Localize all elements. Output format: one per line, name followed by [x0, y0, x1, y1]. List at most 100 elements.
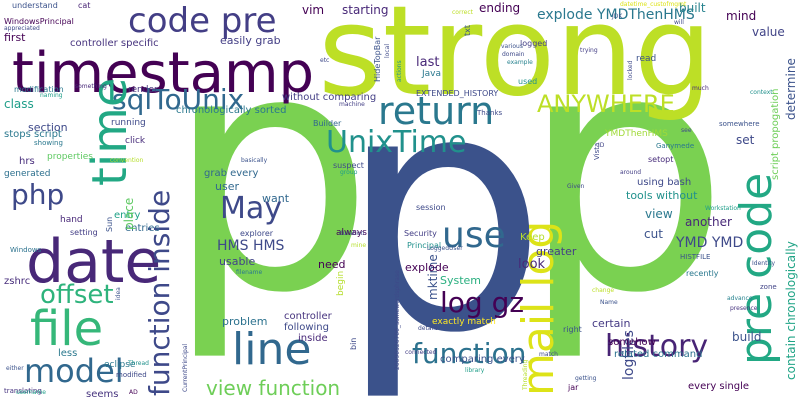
word: Security [404, 229, 437, 238]
word: render [128, 85, 158, 95]
word: group [340, 169, 358, 176]
word: showing [34, 139, 63, 147]
word: usable [219, 255, 256, 268]
word: somewhere [719, 120, 760, 128]
word: setting [70, 228, 98, 237]
word: YMDThenHMS [605, 129, 668, 139]
word: datetime_custofmgmt [620, 1, 687, 8]
word: starting [342, 3, 389, 17]
word: ANYWHERE [537, 90, 675, 118]
word: history [605, 329, 709, 364]
word: contain chronologically [784, 241, 798, 380]
word: JDK [612, 13, 623, 20]
word: connected [405, 349, 437, 356]
word: ending [479, 1, 521, 15]
word: inside [298, 333, 328, 344]
word: comparing every [440, 354, 525, 365]
word: Sun [105, 216, 114, 232]
word: Vista [593, 142, 601, 160]
word: date [26, 227, 162, 297]
word: hand [60, 215, 83, 225]
word: without comparing [282, 92, 377, 103]
word: place [122, 197, 136, 230]
word: hrs [19, 156, 35, 167]
word: log gz [440, 286, 525, 319]
word: build [732, 330, 762, 344]
word: p [520, 0, 730, 365]
word: strong [318, 0, 713, 124]
word: match [539, 351, 558, 358]
word: related command [614, 349, 703, 360]
word: ID [598, 142, 605, 149]
word: UnixTime [326, 125, 467, 160]
word: correct [452, 9, 474, 16]
word: controller specific [70, 38, 159, 49]
word: domain [502, 51, 525, 58]
word: explode YMDThenHMS [537, 7, 695, 23]
word: May [220, 191, 283, 226]
word: suspect [333, 161, 364, 170]
word: click [125, 136, 146, 146]
word: begin [336, 270, 346, 296]
word: cat [78, 1, 91, 10]
word: HideTopBar [373, 36, 382, 82]
word: first [4, 31, 26, 44]
word: txt [463, 24, 472, 36]
word: easily grab [220, 34, 281, 47]
word: recently [686, 269, 719, 278]
word: explorer [240, 229, 274, 238]
word: used [518, 77, 538, 86]
word: less [58, 348, 78, 359]
word: determine [784, 58, 798, 120]
word: running [111, 118, 146, 128]
word: right [563, 325, 582, 334]
word: want [262, 192, 290, 205]
word: code pre [128, 1, 277, 41]
word: Name [600, 299, 618, 306]
word: Given [567, 183, 585, 190]
word: explode [405, 261, 449, 274]
word: generated [4, 169, 51, 179]
word: time [82, 77, 138, 186]
word: vim [302, 3, 325, 17]
word: set [736, 133, 755, 147]
word: function inside [143, 189, 176, 396]
word: username [16, 389, 46, 396]
word: user [215, 180, 239, 193]
word: problem [222, 315, 268, 328]
word: another [685, 215, 732, 229]
word: grab every [204, 168, 259, 179]
word: will [674, 19, 684, 26]
word: view function [206, 376, 341, 400]
word: certain [592, 317, 631, 330]
word: 20090526700_somewordsphrase [394, 270, 401, 370]
word: following [284, 322, 329, 333]
word: change [592, 287, 615, 294]
word: sqlToUnix [112, 83, 245, 116]
word: translating [4, 387, 42, 395]
word: always [336, 228, 367, 238]
word: CurrentPrincipal [182, 343, 189, 392]
word: Workstation [705, 205, 741, 212]
word: around [620, 169, 642, 176]
word: either [6, 365, 24, 372]
word: eclipse [104, 360, 136, 370]
word: local [384, 44, 391, 58]
word: getting [575, 375, 597, 382]
word: presence [730, 305, 758, 312]
word: use [442, 215, 506, 256]
word: modification [14, 85, 64, 94]
word: YMD YMD [676, 235, 744, 251]
word: session [416, 203, 446, 212]
word: look [518, 257, 546, 272]
word: Keep [520, 232, 545, 243]
word: timestamp [12, 41, 315, 106]
word: library [465, 367, 485, 374]
word: HMS HMS [217, 238, 285, 254]
word: every single [688, 381, 750, 392]
word: stops script [4, 129, 62, 140]
word: naming [40, 92, 63, 99]
word: etc [320, 57, 330, 64]
word: LoggedUser [427, 245, 463, 252]
